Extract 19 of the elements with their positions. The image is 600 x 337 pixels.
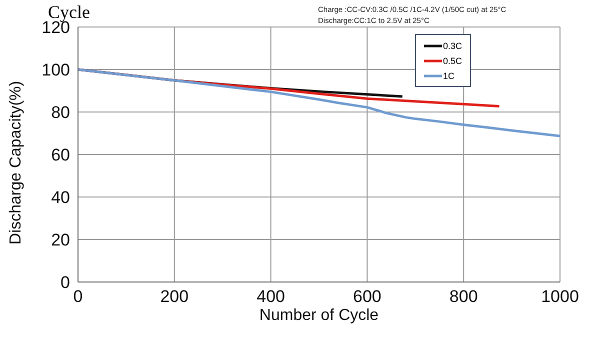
x-tick-label: 800	[449, 287, 478, 306]
x-tick-label: 400	[256, 287, 285, 306]
x-tick-label: 600	[353, 287, 382, 306]
y-tick-label: 60	[51, 146, 70, 165]
x-tick-label: 200	[160, 287, 189, 306]
y-tick-label: 40	[51, 188, 70, 208]
x-tick-label: 1000	[541, 287, 579, 306]
x-axis-title: Number of Cycle	[259, 307, 379, 324]
legend-label: 0.5C	[443, 56, 462, 66]
y-axis-title: Discharge Capacity(%)	[8, 80, 25, 244]
x-tick-label: 0	[73, 287, 83, 306]
line-series	[78, 68, 560, 138]
y-tick-label: 100	[42, 60, 70, 80]
legend-label: 0.3C	[443, 40, 462, 50]
chart-title: Cycle	[48, 2, 90, 22]
y-tick-label: 80	[51, 103, 70, 122]
legend-label: 1C	[443, 70, 455, 80]
y-tick-label: 20	[51, 230, 70, 250]
y-tick-label: 0	[60, 273, 70, 292]
